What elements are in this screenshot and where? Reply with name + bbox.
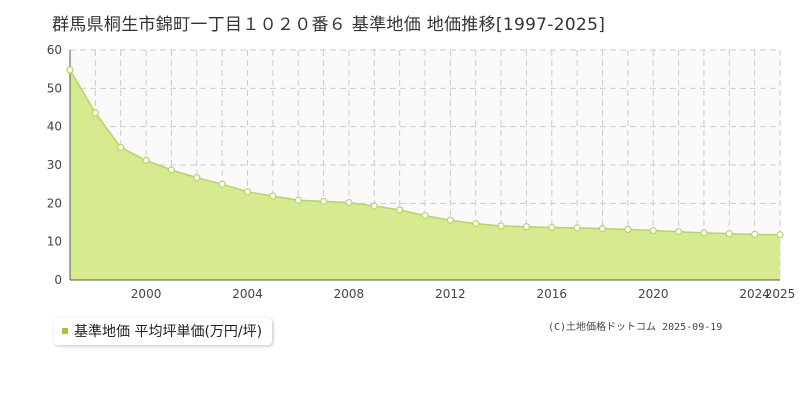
x-tick-label: 2000	[131, 287, 162, 301]
data-point	[598, 225, 607, 233]
data-point	[370, 202, 378, 210]
data-point	[167, 166, 176, 174]
data-point	[396, 206, 404, 214]
x-tick-label: 2016	[537, 287, 568, 301]
data-point	[624, 225, 632, 233]
data-point	[522, 223, 531, 231]
data-point	[573, 224, 581, 232]
data-point	[548, 223, 556, 232]
x-tick-label: 2020	[638, 287, 669, 301]
data-point	[269, 192, 277, 200]
legend-label: 基準地価 平均坪単価(万円/坪)	[74, 324, 263, 340]
chart-title: 群馬県桐生市錦町一丁目１０２０番６ 基準地価 地価推移[1997-2025]	[52, 15, 606, 35]
data-point	[776, 231, 784, 239]
data-point	[66, 66, 74, 74]
data-point	[142, 156, 150, 164]
data-point	[446, 216, 454, 224]
legend-swatch	[62, 328, 68, 334]
y-tick-label: 40	[47, 120, 62, 134]
data-point	[319, 197, 328, 206]
data-point	[294, 196, 302, 204]
data-point	[674, 228, 683, 236]
data-point	[497, 222, 505, 230]
data-point	[649, 226, 657, 235]
y-tick-label: 60	[47, 43, 62, 57]
data-point	[751, 230, 759, 238]
y-tick-label: 0	[54, 273, 62, 287]
data-point	[218, 180, 226, 188]
legend: 基準地価 平均坪単価(万円/坪)	[54, 318, 273, 345]
y-tick-label: 50	[47, 81, 62, 95]
x-tick-label: 2008	[334, 287, 365, 301]
data-point	[193, 174, 201, 182]
y-tick-label: 30	[47, 158, 62, 172]
x-tick-label: 2012	[435, 287, 466, 301]
x-tick-label: 2025	[765, 287, 796, 301]
data-point	[725, 230, 733, 238]
data-point	[472, 220, 480, 228]
data-point	[421, 212, 429, 220]
data-point	[91, 109, 99, 117]
data-point	[243, 188, 252, 196]
data-point	[117, 143, 125, 151]
x-tick-label: 2024	[739, 287, 770, 301]
y-tick-label: 10	[47, 235, 62, 249]
copyright-credit: (C)土地価格ドットコム 2025-09-19	[548, 322, 723, 333]
y-tick-label: 20	[47, 196, 62, 210]
data-point	[700, 229, 708, 237]
x-tick-label: 2004	[232, 287, 263, 301]
series-area	[70, 69, 780, 280]
data-point	[345, 198, 353, 207]
